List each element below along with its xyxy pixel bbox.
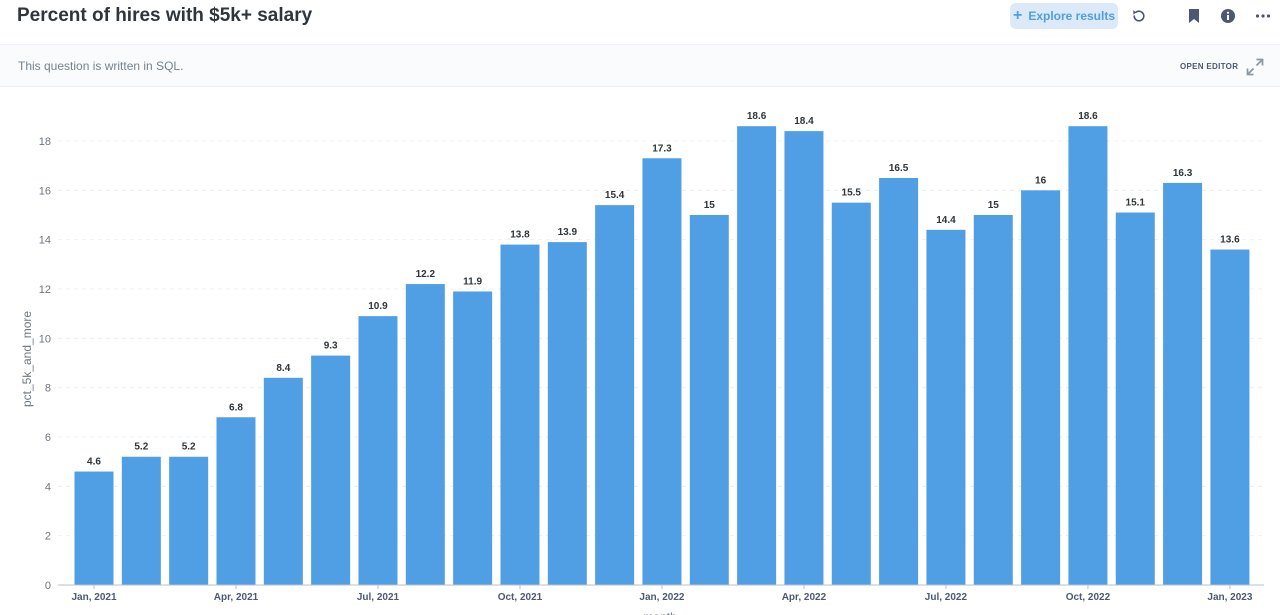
question-header: Percent of hires with $5k+ salary + Expl… [0, 0, 1280, 44]
data-label: 11.9 [463, 276, 482, 287]
sql-note: This question is written in SQL. [18, 59, 184, 73]
data-label: 15.4 [605, 190, 625, 201]
bar[interactable] [358, 316, 398, 585]
x-tick-label: Oct, 2021 [498, 592, 543, 603]
y-tick-label: 0 [45, 580, 51, 592]
y-tick-label: 12 [39, 284, 51, 296]
x-axis-label: month [643, 610, 676, 615]
more-icon[interactable] [1252, 5, 1274, 27]
y-axis-label: pct_5k_and_more [20, 311, 34, 407]
bar[interactable] [453, 291, 493, 585]
data-label: 15.5 [842, 188, 862, 199]
data-label: 5.2 [134, 442, 148, 453]
bar[interactable] [121, 456, 161, 585]
x-tick-label: Apr, 2021 [214, 592, 259, 603]
bar[interactable] [737, 126, 777, 585]
plus-icon: + [1012, 7, 1023, 24]
data-label: 4.6 [87, 457, 101, 468]
y-tick-label: 8 [45, 383, 51, 395]
bar[interactable] [1068, 126, 1108, 585]
bar[interactable] [784, 131, 824, 585]
bars [74, 126, 1250, 586]
bar[interactable] [689, 215, 729, 585]
data-label: 16 [1035, 175, 1047, 186]
y-tick-label: 16 [39, 185, 51, 197]
x-tick-label: Jan, 2021 [71, 592, 116, 603]
bar[interactable] [169, 456, 209, 585]
data-label: 13.8 [510, 230, 530, 241]
page-title: Percent of hires with $5k+ salary [17, 5, 313, 26]
data-label: 13.9 [558, 227, 578, 238]
bar[interactable] [547, 242, 587, 585]
bar[interactable] [1115, 212, 1155, 585]
bar[interactable] [831, 202, 871, 585]
info-icon[interactable] [1217, 5, 1239, 27]
data-labels: 4.6 5.2 5.2 6.8 8.4 9.3 10.9 12.2 11.9 13.8 13.9 15… [87, 111, 1240, 467]
y-tick-label: 2 [45, 531, 51, 543]
x-tick-label: Oct, 2022 [1066, 592, 1111, 603]
explore-results-label: Explore results [1028, 9, 1116, 23]
bar[interactable] [1210, 249, 1250, 586]
expand-icon[interactable] [1246, 58, 1264, 76]
data-label: 13.6 [1220, 235, 1240, 246]
data-label: 18.4 [794, 116, 814, 127]
data-label: 18.6 [747, 111, 767, 122]
y-tick-label: 4 [45, 481, 51, 493]
y-axis-ticks: 0 2 4 6 8 10 12 14 16 18 [39, 136, 51, 592]
data-label: 5.2 [182, 442, 196, 453]
explore-results-button[interactable]: + Explore results [1010, 3, 1118, 29]
bar[interactable] [879, 178, 919, 585]
data-label: 6.8 [229, 402, 243, 413]
bar[interactable] [263, 377, 303, 585]
x-tick-label: Jan, 2022 [639, 592, 684, 603]
x-tick-label: Apr, 2022 [782, 592, 827, 603]
bar[interactable] [500, 244, 540, 585]
bar[interactable] [1163, 182, 1203, 585]
x-tick-label: Jul, 2021 [357, 592, 400, 603]
bar[interactable] [311, 355, 351, 585]
y-tick-label: 6 [45, 432, 51, 444]
y-tick-label: 14 [39, 235, 51, 247]
data-label: 12.2 [416, 269, 436, 280]
bar[interactable] [595, 205, 635, 585]
data-label: 9.3 [324, 341, 338, 352]
open-editor-button[interactable]: OPEN EDITOR [1180, 62, 1239, 71]
data-label: 14.4 [936, 215, 956, 226]
data-label: 16.3 [1173, 168, 1193, 179]
bar[interactable] [405, 284, 445, 585]
data-label: 15.1 [1126, 198, 1146, 209]
x-axis-ticks: Jan, 2021 Apr, 2021 Jul, 2021 Oct, 2021 Jan,… [71, 585, 1253, 603]
bar[interactable] [642, 158, 682, 585]
bar[interactable] [74, 471, 114, 585]
data-label: 10.9 [368, 301, 388, 312]
data-label: 16.5 [889, 163, 909, 174]
native-query-bar: This question is written in SQL. OPEN ED… [0, 44, 1280, 87]
data-label: 18.6 [1078, 111, 1098, 122]
data-label: 15 [704, 200, 716, 211]
bar[interactable] [1021, 190, 1061, 585]
y-tick-label: 10 [39, 333, 51, 345]
bar[interactable] [216, 417, 256, 585]
data-label: 17.3 [652, 143, 672, 154]
y-tick-label: 18 [39, 136, 51, 148]
x-tick-label: Jan, 2023 [1207, 592, 1252, 603]
x-tick-label: Jul, 2022 [925, 592, 968, 603]
bookmark-icon[interactable] [1183, 5, 1205, 27]
refresh-icon[interactable] [1128, 5, 1150, 27]
bar[interactable] [926, 229, 966, 586]
bar[interactable] [973, 215, 1013, 585]
bar-chart: 0 2 4 6 8 10 12 14 16 18 4.6 5.2 5.2 6.8 8.4 9.3 10.9 12… [20, 111, 1264, 615]
data-label: 15 [988, 200, 1000, 211]
data-label: 8.4 [276, 363, 290, 374]
